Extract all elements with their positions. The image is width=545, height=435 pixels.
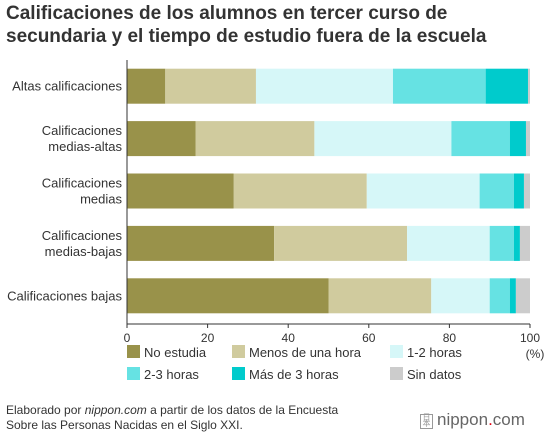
source-suffix: Sobre las Personas Nacidas en el Siglo X… bbox=[6, 418, 243, 432]
chart-title-line-2: secundaria y el tiempo de estudio fuera … bbox=[6, 26, 487, 47]
bar-segment bbox=[489, 225, 514, 261]
source-middle: a partir de los datos de la Encuesta bbox=[146, 403, 339, 417]
bar-segment bbox=[515, 278, 530, 314]
x-tick-label: 60 bbox=[362, 331, 376, 345]
bar-segment bbox=[255, 68, 393, 104]
bar-segment bbox=[127, 121, 196, 157]
bar-segment bbox=[127, 68, 166, 104]
nippon-logo: 日本 nippon.com bbox=[420, 410, 525, 430]
legend-label: Menos de una hora bbox=[249, 345, 362, 360]
bar-segment bbox=[431, 278, 490, 314]
bar-segment bbox=[407, 225, 490, 261]
legend-label: Sin datos bbox=[407, 367, 462, 382]
bar-segment bbox=[392, 68, 486, 104]
legend-label: 2-3 horas bbox=[144, 367, 199, 382]
x-tick-label: 80 bbox=[443, 331, 457, 345]
bar-segment bbox=[165, 68, 256, 104]
bar-segment bbox=[523, 173, 530, 209]
category-label: Altas calificaciones bbox=[12, 79, 122, 94]
bar-segment bbox=[127, 278, 329, 314]
category-label: Calificaciones medias bbox=[42, 176, 123, 207]
legend-label: No estudia bbox=[144, 345, 207, 360]
legend-label: 1-2 horas bbox=[407, 345, 462, 360]
source-site: nippon.com bbox=[84, 403, 147, 417]
bar-segment bbox=[366, 173, 480, 209]
x-tick-label: 40 bbox=[282, 331, 296, 345]
legend-swatch bbox=[127, 367, 140, 380]
x-tick-label: 0 bbox=[124, 331, 131, 345]
bar-segment bbox=[451, 121, 510, 157]
stacked-bar-chart: Altas calificaciones Calificaciones medias… bbox=[7, 60, 545, 382]
chart-title: Calificaciones de los alumnos en tercer … bbox=[6, 2, 541, 48]
legend-swatch bbox=[390, 367, 403, 380]
logo-tld: com bbox=[492, 410, 525, 429]
category-label: Calificaciones medias-altas bbox=[42, 123, 123, 154]
source-prefix: Elaborado por bbox=[6, 403, 85, 417]
bar-segment bbox=[489, 278, 510, 314]
source-note: Elaborado por nippon.com a partir de los… bbox=[6, 403, 338, 433]
bar-segment bbox=[127, 173, 234, 209]
legend-swatch bbox=[390, 345, 403, 358]
category-label: Calificaciones bajas bbox=[7, 288, 122, 303]
bar-segment bbox=[509, 278, 516, 314]
bar-segment bbox=[525, 121, 530, 157]
category-label: Calificaciones medias-bajas bbox=[42, 228, 123, 259]
legend-swatch bbox=[232, 345, 245, 358]
bar-segment bbox=[195, 121, 315, 157]
chart-title-line-1: Calificaciones de los alumnos en tercer … bbox=[6, 3, 448, 24]
legend-swatch bbox=[127, 345, 140, 358]
bar-segment bbox=[328, 278, 432, 314]
bar-segment bbox=[513, 225, 520, 261]
bar-segment bbox=[233, 173, 367, 209]
bar-segment bbox=[527, 68, 530, 104]
legend-label: Más de 3 horas bbox=[249, 367, 339, 382]
x-axis-unit: (%) bbox=[526, 347, 545, 361]
bar-segment bbox=[274, 225, 408, 261]
bar-segment bbox=[513, 173, 524, 209]
nippon-seal-icon: 日本 bbox=[420, 414, 433, 429]
bar-segment bbox=[127, 225, 275, 261]
x-tick-label: 20 bbox=[201, 331, 215, 345]
logo-name: nippon bbox=[437, 410, 489, 429]
bar-segment bbox=[519, 225, 530, 261]
bar-segment bbox=[479, 173, 514, 209]
legend-swatch bbox=[232, 367, 245, 380]
logo-dot: . bbox=[488, 410, 493, 429]
x-tick-label: 100 bbox=[520, 331, 540, 345]
bar-segment bbox=[314, 121, 452, 157]
bar-segment bbox=[485, 68, 528, 104]
bar-segment bbox=[509, 121, 526, 157]
